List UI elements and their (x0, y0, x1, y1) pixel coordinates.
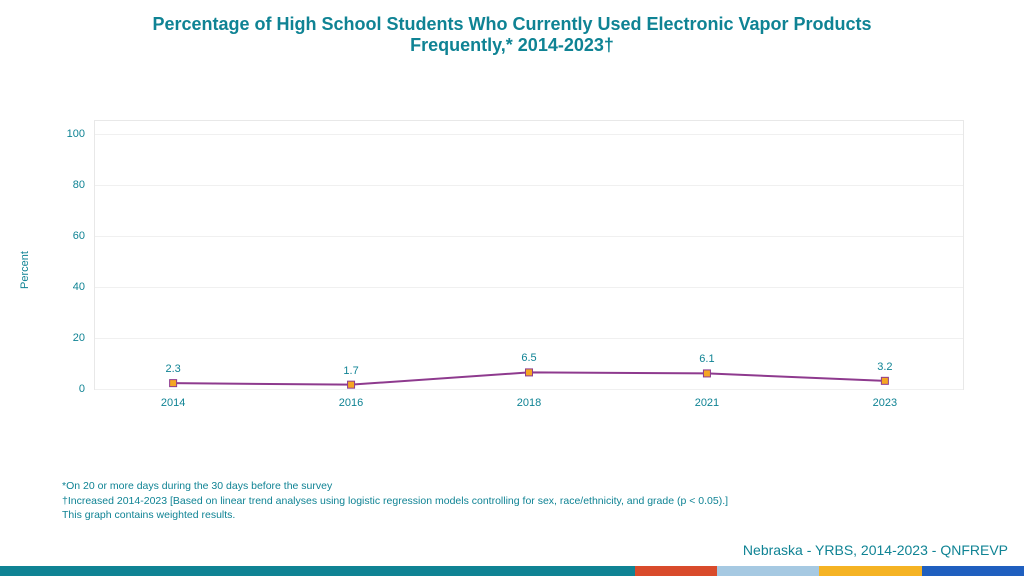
colorbar-segment (922, 566, 1024, 576)
y-tick-label: 80 (73, 179, 85, 191)
series-marker (881, 377, 888, 384)
y-tick-label: 20 (73, 332, 85, 344)
y-tick-label: 0 (79, 383, 85, 395)
footnotes: *On 20 or more days during the 30 days b… (62, 479, 962, 522)
x-tick-label: 2023 (873, 397, 897, 409)
data-label: 6.1 (699, 353, 714, 365)
x-tick-label: 2018 (517, 397, 541, 409)
chart-title-line2: Frequently,* 2014-2023† (0, 35, 1024, 56)
x-tick-label: 2016 (339, 397, 363, 409)
x-tick-label: 2014 (161, 397, 185, 409)
y-tick-label: 60 (73, 230, 85, 242)
gridline (95, 236, 963, 237)
y-tick-label: 100 (67, 128, 85, 140)
footnote-line: This graph contains weighted results. (62, 508, 962, 522)
gridline (95, 389, 963, 390)
chart-area: Percent 02040608010020142016201820212023… (62, 120, 964, 420)
gridline (95, 338, 963, 339)
plot-region: 020406080100201420162018202120232.31.76.… (94, 120, 964, 390)
data-label: 3.2 (877, 361, 892, 373)
gridline (95, 287, 963, 288)
data-label: 6.5 (521, 352, 536, 364)
chart-title-line1: Percentage of High School Students Who C… (0, 14, 1024, 35)
x-tick-label: 2021 (695, 397, 719, 409)
gridline (95, 185, 963, 186)
gridline (95, 134, 963, 135)
footer-color-bar (0, 566, 1024, 576)
y-tick-label: 40 (73, 281, 85, 293)
data-label: 2.3 (165, 363, 180, 375)
footnote-line: *On 20 or more days during the 30 days b… (62, 479, 962, 493)
data-label: 1.7 (343, 365, 358, 377)
colorbar-segment (717, 566, 819, 576)
footnote-line: †Increased 2014-2023 [Based on linear tr… (62, 494, 962, 508)
series-marker (170, 380, 177, 387)
series-marker (526, 369, 533, 376)
series-marker (703, 370, 710, 377)
y-axis-label: Percent (19, 251, 31, 289)
line-series (95, 121, 963, 389)
colorbar-segment (635, 566, 717, 576)
colorbar-segment (0, 566, 635, 576)
source-label: Nebraska - YRBS, 2014-2023 - QNFREVP (743, 542, 1008, 558)
chart-title: Percentage of High School Students Who C… (0, 14, 1024, 56)
colorbar-segment (819, 566, 921, 576)
series-marker (348, 381, 355, 388)
